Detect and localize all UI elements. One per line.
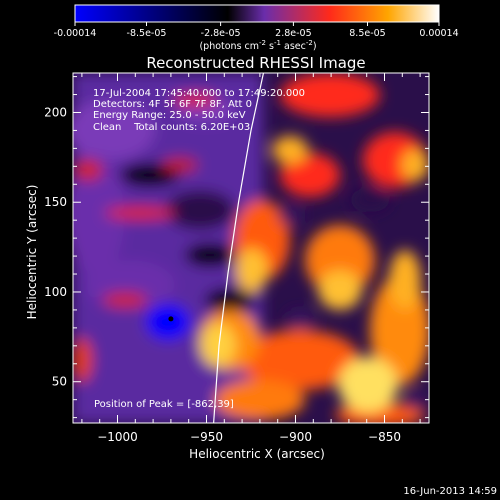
x-tick-labels: −1000 −950 −900 −850 (97, 430, 401, 444)
annotation-time-range: 17-Jul-2004 17:45:40.000 to 17:49:20.000 (93, 88, 305, 99)
image-annotations: 17-Jul-2004 17:45:40.000 to 17:49:20.000… (93, 88, 305, 410)
y-axis-label: Heliocentric Y (arcsec) (25, 185, 39, 320)
axis-ticks (73, 73, 429, 423)
colorbar (74, 4, 440, 23)
colorbar-tick-label: -2.8e-05 (201, 28, 241, 39)
x-tick-label: −950 (190, 430, 223, 444)
colorbar-labels: -0.00014 -8.5e-05 -2.8e-05 2.8e-05 8.5e-05 0.… (54, 28, 459, 39)
annotation-clean: Clean Total counts: 6.20E+03 (93, 122, 250, 133)
plot-frame (72, 72, 430, 424)
colorbar-ticks (74, 22, 440, 26)
y-tick-label: 50 (52, 375, 67, 389)
y-tick-labels: 50 100 150 200 (44, 105, 67, 388)
chart-title: Reconstructed RHESSI Image (146, 54, 365, 72)
colorbar-tick-label: 0.00014 (419, 28, 458, 39)
solar-limb-curve (213, 72, 265, 424)
x-tick-label: −850 (368, 430, 401, 444)
annotation-detectors: Detectors: 4F 5F 6F 7F 8F, Att 0 (93, 99, 252, 110)
heatmap-image (73, 73, 429, 423)
colorbar-tick-label: -0.00014 (54, 28, 97, 39)
x-tick-label: −1000 (97, 430, 138, 444)
colorbar-tick-label: 8.5e-05 (349, 28, 385, 39)
colorbar-tick-label: 2.8e-05 (275, 28, 311, 39)
annotation-peak-position: Position of Peak = [-862,39] (94, 399, 234, 410)
annotation-energy: Energy Range: 25.0 - 50.0 keV (93, 110, 246, 121)
y-tick-label: 200 (44, 105, 67, 119)
y-tick-label: 100 (44, 285, 67, 299)
colorbar-unit-label: (photons cm-2 s-1 asec-2) (199, 39, 316, 52)
x-tick-label: −900 (279, 430, 312, 444)
footer-timestamp: 16-Jun-2013 14:59 (403, 486, 497, 497)
colorbar-tick-label: -8.5e-05 (127, 28, 167, 39)
x-axis-label: Heliocentric X (arcsec) (189, 447, 325, 461)
y-tick-label: 150 (44, 195, 67, 209)
minimum-marker (168, 316, 174, 322)
